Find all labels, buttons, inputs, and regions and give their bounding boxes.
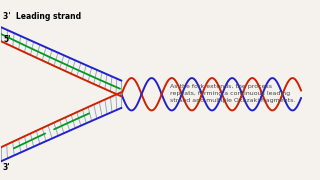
- Text: 3'  Leading strand: 3' Leading strand: [3, 12, 81, 21]
- Text: As the fork extends, the process
repeats, forming a continuous leading
strand an: As the fork extends, the process repeats…: [170, 84, 296, 103]
- Text: 5': 5': [4, 35, 11, 44]
- Text: 3': 3': [3, 163, 11, 172]
